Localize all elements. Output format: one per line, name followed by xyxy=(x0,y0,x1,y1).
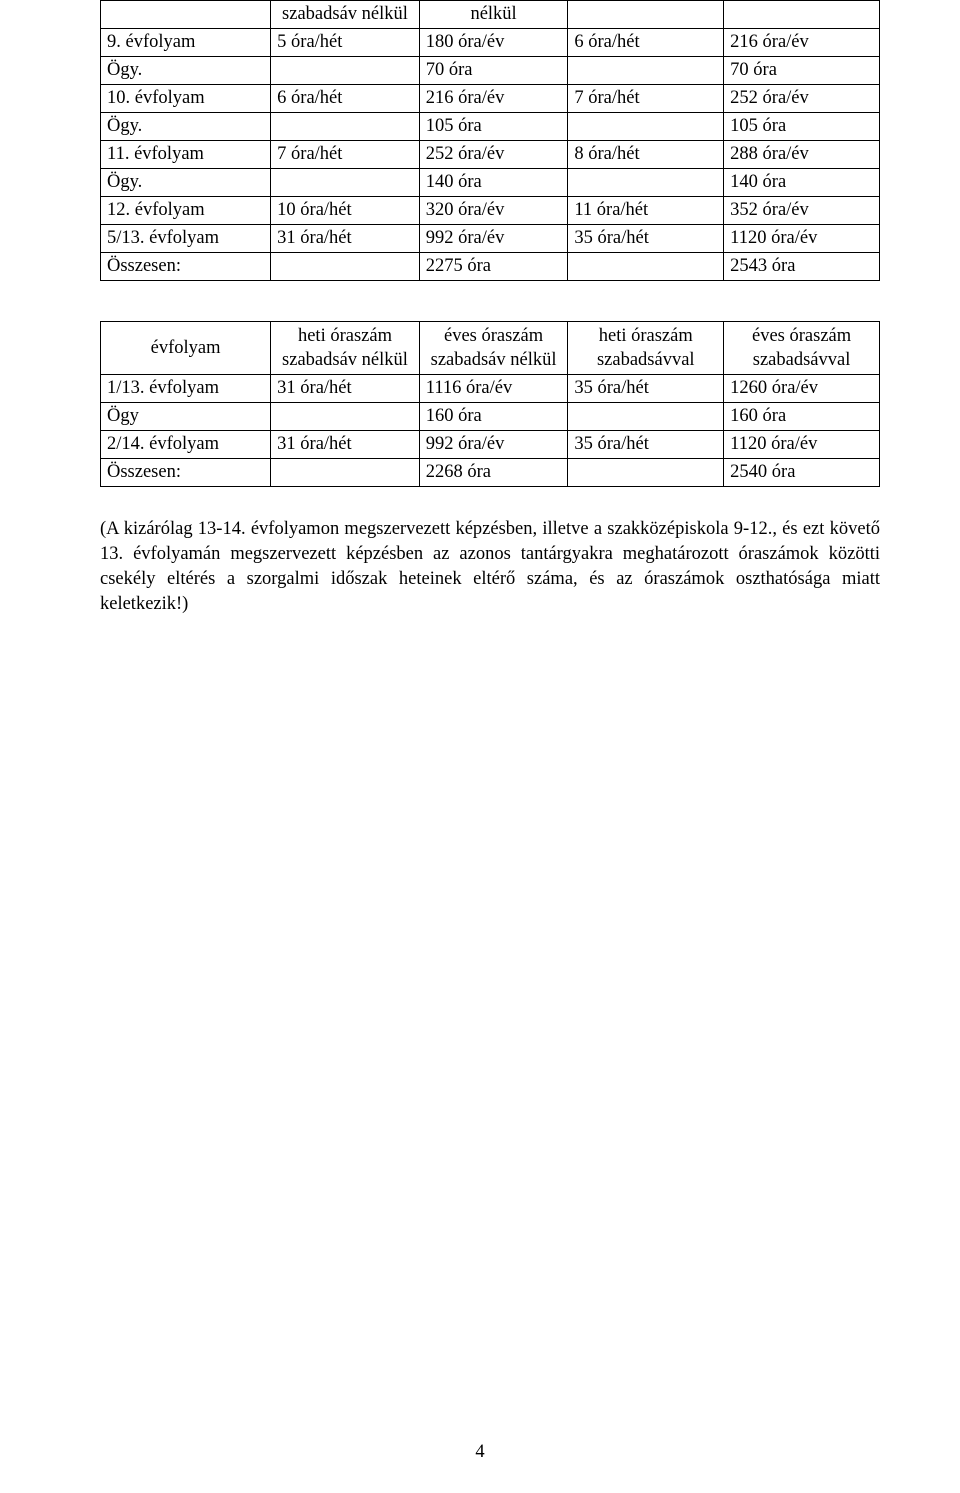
cell: 5/13. évfolyam xyxy=(101,224,271,252)
cell: 2540 óra xyxy=(724,458,880,486)
cell xyxy=(271,56,420,84)
cell: Ögy. xyxy=(101,168,271,196)
table-row: 2/14. évfolyam 31 óra/hét 992 óra/év 35 … xyxy=(101,430,880,458)
cell xyxy=(724,1,880,29)
table-row: Ögy. 140 óra 140 óra xyxy=(101,168,880,196)
cell: 31 óra/hét xyxy=(271,374,420,402)
cell: szabadsáv nélkül xyxy=(271,1,420,29)
cell xyxy=(568,56,724,84)
header-cell: évfolyam xyxy=(101,321,271,374)
cell: 216 óra/év xyxy=(419,84,568,112)
cell: 5 óra/hét xyxy=(271,28,420,56)
cell: 352 óra/év xyxy=(724,196,880,224)
cell: 6 óra/hét xyxy=(568,28,724,56)
cell: 2/14. évfolyam xyxy=(101,430,271,458)
cell: 992 óra/év xyxy=(419,224,568,252)
cell xyxy=(568,458,724,486)
table-1: szabadsáv nélkül nélkül 9. évfolyam 5 ór… xyxy=(100,0,880,281)
cell: 180 óra/év xyxy=(419,28,568,56)
cell: 2268 óra xyxy=(419,458,568,486)
table-2: évfolyam heti óraszám szabadsáv nélkül é… xyxy=(100,321,880,487)
cell: 1116 óra/év xyxy=(419,374,568,402)
table-row: Összesen: 2275 óra 2543 óra xyxy=(101,252,880,280)
cell: 10. évfolyam xyxy=(101,84,271,112)
cell xyxy=(271,168,420,196)
cell: 8 óra/hét xyxy=(568,140,724,168)
header-cell: éves óraszám szabadsávval xyxy=(724,321,880,374)
cell: 31 óra/hét xyxy=(271,224,420,252)
table-row: 1/13. évfolyam 31 óra/hét 1116 óra/év 35… xyxy=(101,374,880,402)
header-cell: éves óraszám szabadsáv nélkül xyxy=(419,321,568,374)
cell: 12. évfolyam xyxy=(101,196,271,224)
cell: 7 óra/hét xyxy=(271,140,420,168)
cell: 1120 óra/év xyxy=(724,430,880,458)
cell xyxy=(271,252,420,280)
cell: 35 óra/hét xyxy=(568,430,724,458)
cell: 35 óra/hét xyxy=(568,374,724,402)
cell: 31 óra/hét xyxy=(271,430,420,458)
explanatory-paragraph: (A kizárólag 13-14. évfolyamon megszerve… xyxy=(100,517,880,617)
cell xyxy=(271,458,420,486)
cell: 992 óra/év xyxy=(419,430,568,458)
cell xyxy=(271,112,420,140)
cell xyxy=(568,402,724,430)
cell: 2543 óra xyxy=(724,252,880,280)
cell: 1/13. évfolyam xyxy=(101,374,271,402)
table-row: 5/13. évfolyam 31 óra/hét 992 óra/év 35 … xyxy=(101,224,880,252)
cell: 288 óra/év xyxy=(724,140,880,168)
cell: 11. évfolyam xyxy=(101,140,271,168)
cell: Ögy. xyxy=(101,56,271,84)
cell: 1120 óra/év xyxy=(724,224,880,252)
cell: 160 óra xyxy=(419,402,568,430)
cell: 2275 óra xyxy=(419,252,568,280)
cell xyxy=(568,252,724,280)
cell: Ögy. xyxy=(101,112,271,140)
cell: 216 óra/év xyxy=(724,28,880,56)
cell xyxy=(568,112,724,140)
page: szabadsáv nélkül nélkül 9. évfolyam 5 ór… xyxy=(0,0,960,1493)
cell: 6 óra/hét xyxy=(271,84,420,112)
cell: Összesen: xyxy=(101,252,271,280)
cell: 11 óra/hét xyxy=(568,196,724,224)
cell: 140 óra xyxy=(724,168,880,196)
table-row: 12. évfolyam 10 óra/hét 320 óra/év 11 ór… xyxy=(101,196,880,224)
table-row: 11. évfolyam 7 óra/hét 252 óra/év 8 óra/… xyxy=(101,140,880,168)
table-row: Ögy 160 óra 160 óra xyxy=(101,402,880,430)
cell xyxy=(101,1,271,29)
cell: Ögy xyxy=(101,402,271,430)
page-number: 4 xyxy=(0,1442,960,1463)
table-row: Ögy. 105 óra 105 óra xyxy=(101,112,880,140)
cell: 35 óra/hét xyxy=(568,224,724,252)
cell: nélkül xyxy=(419,1,568,29)
table-row: Ögy. 70 óra 70 óra xyxy=(101,56,880,84)
cell xyxy=(271,402,420,430)
header-cell: heti óraszám szabadsáv nélkül xyxy=(271,321,420,374)
cell: 320 óra/év xyxy=(419,196,568,224)
table-header-row: évfolyam heti óraszám szabadsáv nélkül é… xyxy=(101,321,880,374)
table-2-wrap: évfolyam heti óraszám szabadsáv nélkül é… xyxy=(100,321,880,487)
cell: 7 óra/hét xyxy=(568,84,724,112)
cell: Összesen: xyxy=(101,458,271,486)
cell: 252 óra/év xyxy=(724,84,880,112)
cell: 160 óra xyxy=(724,402,880,430)
cell: 140 óra xyxy=(419,168,568,196)
table-row: 9. évfolyam 5 óra/hét 180 óra/év 6 óra/h… xyxy=(101,28,880,56)
cell: 252 óra/év xyxy=(419,140,568,168)
table-row: Összesen: 2268 óra 2540 óra xyxy=(101,458,880,486)
cell xyxy=(568,1,724,29)
cell: 70 óra xyxy=(724,56,880,84)
cell: 1260 óra/év xyxy=(724,374,880,402)
cell: 105 óra xyxy=(419,112,568,140)
header-cell: heti óraszám szabadsávval xyxy=(568,321,724,374)
cell: 105 óra xyxy=(724,112,880,140)
table-row: szabadsáv nélkül nélkül xyxy=(101,1,880,29)
cell: 70 óra xyxy=(419,56,568,84)
table-row: 10. évfolyam 6 óra/hét 216 óra/év 7 óra/… xyxy=(101,84,880,112)
cell xyxy=(568,168,724,196)
cell: 10 óra/hét xyxy=(271,196,420,224)
cell: 9. évfolyam xyxy=(101,28,271,56)
